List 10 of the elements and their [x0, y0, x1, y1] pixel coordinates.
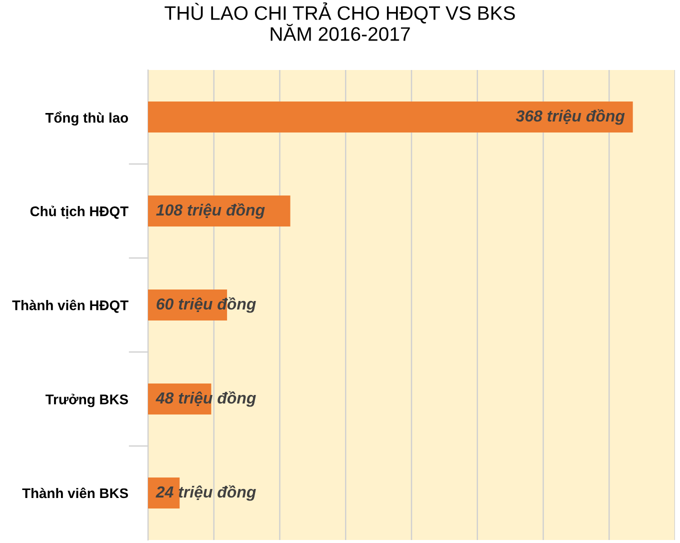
y-tick-label: Tổng thù lao [45, 111, 128, 126]
y-tick-label: Thành viên BKS [22, 488, 128, 498]
chart-title: THÙ LAO CHI TRẢ CHO HĐQT VS BKS NĂM 2016-2017 [164, 2, 515, 41]
data-label: 368 triệu đồng [516, 109, 625, 125]
y-tick-label: Thành viên HĐQT [12, 300, 128, 313]
data-label: 108 triệu đồng [156, 203, 265, 219]
y-tick-label: Trưởng BKS [46, 394, 128, 408]
bar [148, 477, 180, 509]
bar [148, 101, 633, 133]
y-tick-label: Chủ tịch HĐQT [30, 206, 128, 219]
